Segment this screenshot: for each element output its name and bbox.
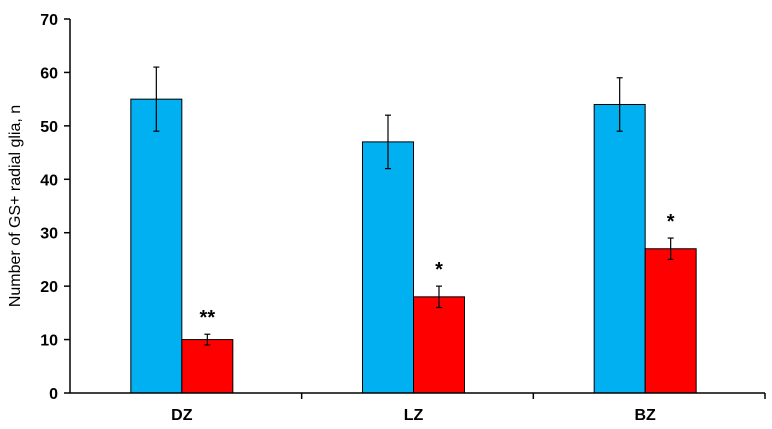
error-bar — [436, 285, 442, 309]
y-tick-label: 70 — [40, 12, 58, 29]
significance-label: * — [667, 211, 675, 233]
y-tick-label: 20 — [40, 279, 58, 296]
y-tick-label: 40 — [40, 172, 58, 189]
x-tick-label: DZ — [171, 407, 193, 424]
y-tick-label: 60 — [40, 65, 58, 82]
error-bar — [153, 66, 160, 132]
y-tick-label: 10 — [40, 333, 58, 350]
error-bar — [667, 237, 674, 261]
y-axis-ticks: 0 10 20 30 40 50 60 70 — [40, 12, 70, 403]
bar — [413, 296, 465, 394]
error-bar — [204, 333, 211, 346]
y-tick-label: 50 — [40, 119, 58, 136]
bar — [593, 103, 646, 394]
bar — [181, 339, 234, 394]
error-bar — [385, 114, 391, 170]
error-bar — [616, 77, 623, 132]
significance-label: ** — [200, 307, 216, 329]
y-tick-label: 0 — [49, 386, 58, 403]
bar — [644, 248, 697, 394]
x-tick-label: BZ — [635, 407, 657, 424]
significance-label: * — [435, 259, 443, 281]
bars: **** — [130, 66, 697, 394]
x-tick-label: LZ — [404, 407, 424, 424]
bar — [130, 98, 183, 394]
x-axis-ticks: DZ LZ BZ — [171, 393, 766, 424]
y-axis-label: Number of GS+ radial glia, n — [7, 105, 24, 307]
bar — [362, 141, 414, 394]
y-tick-label: 30 — [40, 226, 58, 243]
